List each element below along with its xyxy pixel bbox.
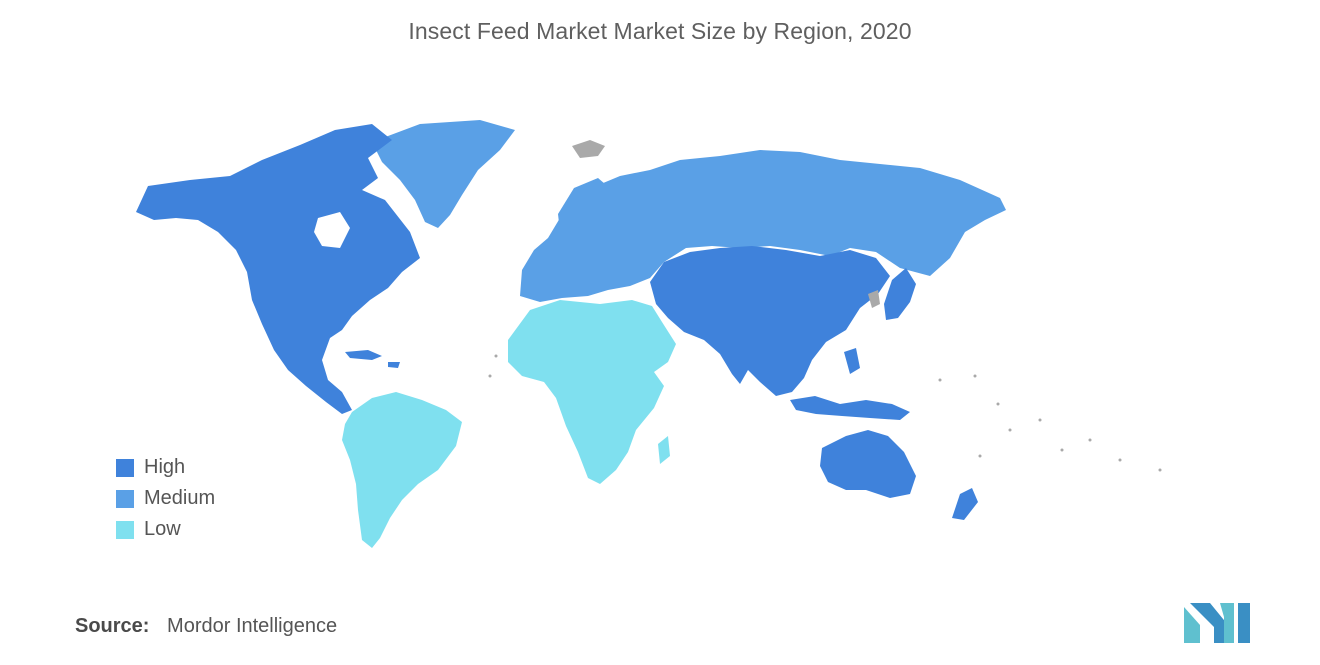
region-australia xyxy=(820,430,916,498)
source-label: Source: xyxy=(75,615,150,637)
region-madagascar xyxy=(658,436,670,464)
region-middle-east-africa xyxy=(508,300,676,484)
region-japan xyxy=(884,268,916,320)
region-new-zealand xyxy=(952,488,978,520)
legend-label-low: Low xyxy=(144,518,181,540)
region-greenland xyxy=(372,120,515,228)
legend-item-medium: Medium xyxy=(116,483,215,514)
region-asia xyxy=(650,246,890,396)
region-svalbard xyxy=(572,140,605,158)
region-korea xyxy=(868,290,880,308)
region-south-america xyxy=(342,392,462,548)
legend-item-high: High xyxy=(116,452,215,483)
region-north-america xyxy=(136,124,420,414)
region-caribbean xyxy=(345,350,400,368)
region-scandinavia xyxy=(558,178,612,240)
hudson-bay xyxy=(314,212,350,248)
map-legend: High Medium Low xyxy=(116,452,215,545)
mordor-logo-icon xyxy=(1184,603,1250,643)
legend-swatch-high xyxy=(116,458,134,477)
region-europe-russia xyxy=(520,150,1006,302)
pacific-islands xyxy=(488,354,1162,472)
legend-label-high: High xyxy=(144,456,186,478)
source-value: Mordor Intelligence xyxy=(167,615,338,637)
legend-swatch-low xyxy=(116,520,134,539)
legend-swatch-medium xyxy=(116,489,134,508)
source-line: Source: Mordor Intelligence xyxy=(75,615,337,638)
legend-label-medium: Medium xyxy=(144,487,216,509)
legend-item-low: Low xyxy=(116,514,215,545)
chart-title: Insect Feed Market Market Size by Region… xyxy=(408,18,912,44)
region-southeast-asia xyxy=(790,348,910,420)
